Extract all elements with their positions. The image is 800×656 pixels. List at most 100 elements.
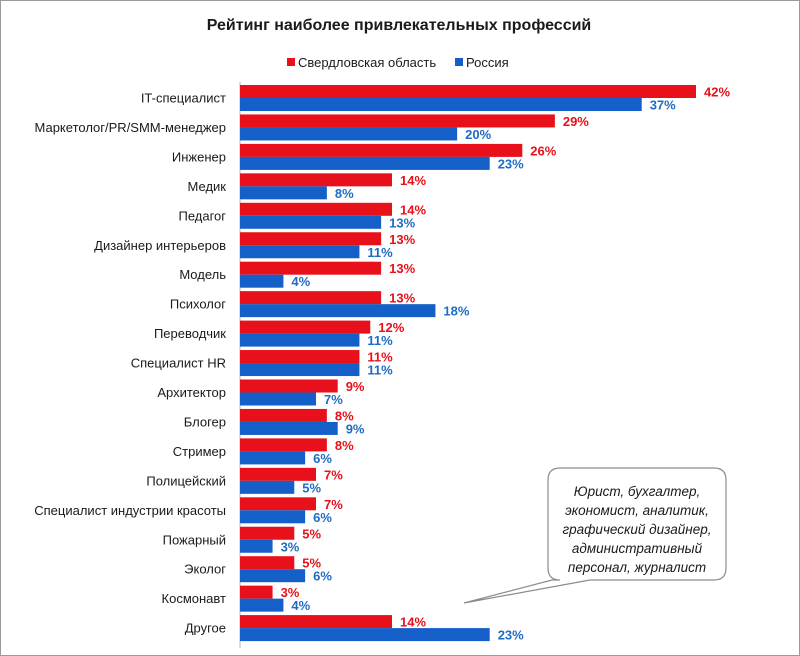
bar-sverdlovsk bbox=[240, 556, 295, 570]
bar-sverdlovsk bbox=[240, 585, 273, 599]
bar-russia bbox=[240, 539, 273, 553]
bar-russia bbox=[240, 127, 458, 141]
data-label-russia: 6% bbox=[313, 510, 332, 525]
bar-sverdlovsk bbox=[240, 438, 327, 452]
data-label-russia: 9% bbox=[346, 421, 365, 436]
data-label-russia: 6% bbox=[313, 451, 332, 466]
bar-sverdlovsk bbox=[240, 320, 371, 334]
category-label: Специалист индустрии красоты bbox=[34, 503, 226, 518]
category-label: IT-специалист bbox=[141, 91, 226, 106]
category-label: Маркетолог/PR/SMM-менеджер bbox=[35, 120, 227, 135]
data-label-sverdlovsk: 13% bbox=[389, 291, 415, 306]
category-label: Стример bbox=[173, 444, 226, 459]
bar-sverdlovsk bbox=[240, 232, 382, 246]
bar-sverdlovsk bbox=[240, 467, 316, 481]
bar-sverdlovsk bbox=[240, 143, 523, 157]
data-label-sverdlovsk: 8% bbox=[335, 408, 354, 423]
callout-bubble bbox=[463, 467, 727, 604]
data-label-russia: 20% bbox=[465, 127, 491, 142]
category-label: Эколог bbox=[184, 562, 226, 577]
data-label-sverdlovsk: 5% bbox=[302, 526, 321, 541]
data-label-russia: 3% bbox=[281, 539, 300, 554]
category-label: Модель bbox=[179, 267, 226, 282]
bar-sverdlovsk bbox=[240, 497, 316, 511]
callout-line-4: административный bbox=[572, 541, 703, 556]
data-label-russia: 23% bbox=[498, 628, 524, 643]
data-label-sverdlovsk: 11% bbox=[367, 350, 393, 365]
bar-russia bbox=[240, 421, 338, 435]
bar-russia bbox=[240, 480, 295, 494]
data-label-sverdlovsk: 29% bbox=[563, 114, 589, 129]
category-label: Блогер bbox=[184, 414, 226, 429]
bar-russia bbox=[240, 628, 490, 642]
bar-russia bbox=[240, 333, 360, 347]
category-label: Пожарный bbox=[163, 532, 226, 547]
callout-line-5: персонал, журналист bbox=[568, 560, 706, 575]
category-label: Инженер bbox=[172, 149, 226, 164]
chart-title: Рейтинг наиболее привлекательных професс… bbox=[207, 17, 592, 34]
data-label-russia: 8% bbox=[335, 186, 354, 201]
category-label: Специалист HR bbox=[131, 356, 226, 371]
callout: Юрист, бухгалтер, экономист, аналитик, г… bbox=[463, 467, 727, 604]
data-label-sverdlovsk: 3% bbox=[281, 585, 300, 600]
bar-sverdlovsk bbox=[240, 379, 338, 393]
data-label-sverdlovsk: 14% bbox=[400, 615, 426, 630]
bar-sverdlovsk bbox=[240, 350, 360, 364]
data-label-russia: 11% bbox=[367, 363, 393, 378]
data-label-sverdlovsk: 7% bbox=[324, 467, 343, 482]
data-label-sverdlovsk: 14% bbox=[400, 202, 426, 217]
bar-sverdlovsk bbox=[240, 615, 392, 629]
data-label-russia: 11% bbox=[367, 245, 393, 260]
category-label: Переводчик bbox=[154, 326, 226, 341]
bar-russia bbox=[240, 215, 382, 229]
category-label: Другое bbox=[185, 621, 226, 636]
data-label-russia: 23% bbox=[498, 156, 524, 171]
data-label-russia: 5% bbox=[302, 480, 321, 495]
bar-sverdlovsk bbox=[240, 526, 295, 540]
bar-russia bbox=[240, 186, 327, 200]
data-label-sverdlovsk: 7% bbox=[324, 497, 343, 512]
data-label-sverdlovsk: 13% bbox=[389, 261, 415, 276]
data-label-russia: 37% bbox=[650, 98, 676, 113]
bar-russia bbox=[240, 392, 316, 406]
legend-swatch-sverdlovsk bbox=[287, 58, 295, 66]
category-label: Дизайнер интерьеров bbox=[94, 238, 226, 253]
bar-sverdlovsk bbox=[240, 291, 382, 305]
bar-russia bbox=[240, 598, 284, 612]
data-label-russia: 6% bbox=[313, 569, 332, 584]
data-label-russia: 4% bbox=[291, 274, 310, 289]
legend-label-russia: Россия bbox=[466, 55, 509, 70]
bar-russia bbox=[240, 569, 306, 583]
data-label-russia: 13% bbox=[389, 215, 415, 230]
callout-line-3: графический дизайнер, bbox=[562, 522, 711, 537]
bar-sverdlovsk bbox=[240, 261, 382, 275]
category-label: Архитектор bbox=[157, 385, 226, 400]
bar-sverdlovsk bbox=[240, 173, 392, 187]
bar-russia bbox=[240, 156, 490, 170]
data-label-russia: 18% bbox=[443, 304, 469, 319]
callout-line-1: Юрист, бухгалтер, bbox=[574, 484, 700, 499]
bar-russia bbox=[240, 363, 360, 377]
data-label-russia: 11% bbox=[367, 333, 393, 348]
bar-sverdlovsk bbox=[240, 85, 696, 98]
bar-sverdlovsk bbox=[240, 114, 555, 128]
data-label-sverdlovsk: 9% bbox=[346, 379, 365, 394]
legend-swatch-russia bbox=[455, 58, 463, 66]
bar-sverdlovsk bbox=[240, 408, 327, 422]
category-label: Психолог bbox=[170, 297, 226, 312]
category-label: Педагог bbox=[178, 208, 226, 223]
data-label-sverdlovsk: 42% bbox=[704, 85, 730, 100]
callout-line-2: экономист, аналитик, bbox=[565, 503, 709, 518]
bar-russia bbox=[240, 274, 284, 288]
category-label: Медик bbox=[188, 179, 227, 194]
data-label-sverdlovsk: 8% bbox=[335, 438, 354, 453]
data-label-sverdlovsk: 26% bbox=[530, 143, 556, 158]
data-label-sverdlovsk: 5% bbox=[302, 556, 321, 571]
data-label-sverdlovsk: 12% bbox=[378, 320, 404, 335]
data-label-russia: 4% bbox=[291, 598, 310, 613]
bar-russia bbox=[240, 304, 436, 318]
bar-russia bbox=[240, 510, 306, 524]
legend-label-sverdlovsk: Свердловская область bbox=[298, 55, 436, 70]
data-label-sverdlovsk: 13% bbox=[389, 232, 415, 247]
